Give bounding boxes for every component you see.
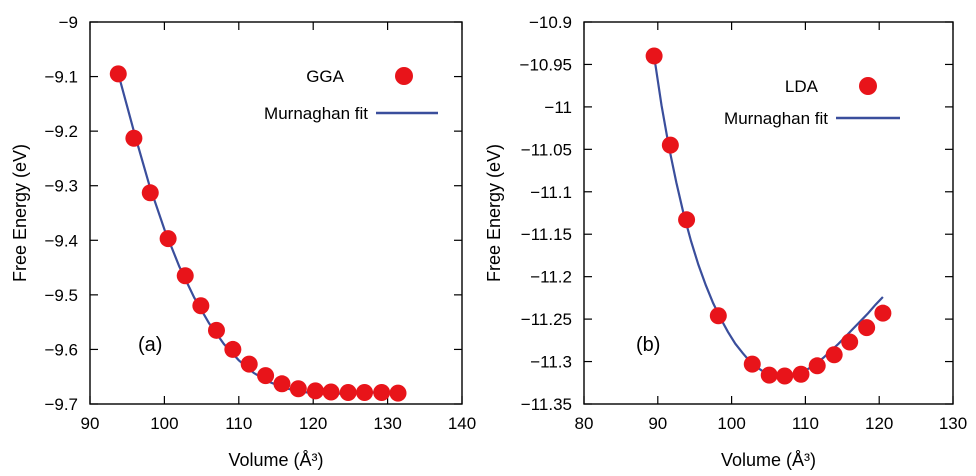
- x-tick-label: 130: [939, 414, 967, 433]
- x-tick-label: 100: [717, 414, 745, 433]
- x-tick-label: 90: [81, 414, 100, 433]
- y-tick-label: −9.5: [44, 286, 78, 305]
- legend-label-fit: Murnaghan fit: [724, 109, 828, 128]
- data-point: [339, 384, 357, 402]
- y-tick-label: −11.15: [521, 225, 572, 244]
- data-point: [874, 304, 892, 322]
- x-tick-label: 110: [792, 414, 819, 433]
- data-point: [792, 365, 810, 383]
- y-axis-label: Free Energy (eV): [484, 144, 504, 282]
- data-point: [109, 65, 127, 83]
- data-point: [373, 384, 391, 402]
- data-point: [224, 340, 242, 358]
- data-point: [389, 384, 407, 402]
- panel-a: 90 100 110 120 130 140 −9 −9.1 −9.2 −9.3 −9.4 −9.5 −…: [10, 13, 476, 470]
- x-tick-label: 120: [299, 414, 327, 433]
- x-tick-label: 130: [373, 414, 401, 433]
- y-tick-label: −9: [59, 13, 78, 32]
- data-point: [273, 375, 291, 393]
- axes-frame: [89, 21, 463, 405]
- data-point: [645, 47, 663, 65]
- data-point: [841, 333, 859, 351]
- y-tick-label: −9.7: [44, 395, 78, 414]
- y-tick-label: −9.3: [44, 177, 78, 196]
- legend-marker-points: [395, 67, 413, 85]
- y-axis-label: Free Energy (eV): [10, 144, 30, 282]
- panel-label: (a): [138, 334, 162, 356]
- x-tick-label: 140: [448, 414, 476, 433]
- plot-area: [90, 22, 462, 404]
- legend-label-fit: Murnaghan fit: [264, 104, 368, 123]
- data-point: [207, 321, 225, 339]
- x-tick-label: 80: [575, 414, 594, 433]
- x-tick-label: 90: [648, 414, 667, 433]
- y-tick-label: −9.6: [44, 340, 78, 359]
- data-point: [125, 129, 143, 147]
- x-axis-label: Volume (Å³): [721, 450, 816, 470]
- data-point: [240, 355, 258, 373]
- x-axis-label: Volume (Å³): [228, 450, 323, 470]
- x-tick-label: 120: [865, 414, 893, 433]
- axes-frame: [583, 21, 954, 405]
- data-point: [306, 382, 324, 400]
- x-tick-label: 110: [225, 414, 252, 433]
- y-tick-label: −11.2: [530, 268, 572, 287]
- legend-marker-points: [859, 77, 877, 95]
- y-tick-label: −10.9: [529, 13, 572, 32]
- data-point: [760, 366, 778, 384]
- x-tick-label: 100: [150, 414, 178, 433]
- y-tick-label: −11.05: [521, 140, 572, 159]
- y-tick-label: −11.25: [521, 310, 572, 329]
- panel-label: (b): [636, 334, 660, 356]
- data-point: [808, 357, 826, 375]
- data-point: [257, 367, 275, 385]
- data-point: [159, 230, 177, 248]
- data-point: [289, 380, 307, 398]
- y-tick-label: −11.1: [530, 183, 572, 202]
- panel-b: 80 90 100 110 120 130 −10.9 −10.95 −11 −11.05 −11.…: [484, 13, 967, 470]
- legend-label-points: LDA: [785, 77, 819, 96]
- y-tick-label: −9.4: [44, 231, 78, 250]
- y-tick-label: −9.1: [44, 68, 78, 87]
- data-point: [709, 307, 727, 325]
- data-point: [661, 136, 679, 154]
- data-point: [743, 355, 761, 373]
- data-point: [141, 184, 159, 202]
- y-tick-label: −9.2: [44, 122, 78, 141]
- data-point: [776, 367, 794, 385]
- data-point: [678, 211, 696, 229]
- y-tick-label: −11.3: [530, 353, 572, 372]
- data-point: [356, 384, 374, 402]
- data-point: [176, 267, 194, 285]
- data-point: [192, 297, 210, 315]
- data-point: [322, 383, 340, 401]
- y-tick-label: −11: [544, 98, 572, 117]
- data-point: [825, 346, 843, 364]
- plot-area: [584, 22, 953, 404]
- data-point: [858, 319, 876, 337]
- y-tick-label: −11.35: [521, 395, 572, 414]
- legend-label-points: GGA: [306, 67, 344, 86]
- y-tick-label: −10.95: [520, 55, 572, 74]
